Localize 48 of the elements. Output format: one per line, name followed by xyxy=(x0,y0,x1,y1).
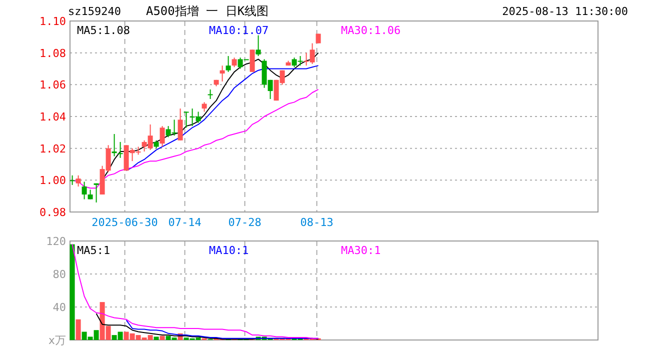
candlestick xyxy=(220,65,225,82)
candlestick xyxy=(316,33,321,44)
candlestick xyxy=(70,174,75,186)
candlestick xyxy=(226,56,231,72)
x-tick-label: 07-14 xyxy=(168,216,202,229)
x-tick-label: 08-13 xyxy=(300,216,334,229)
bar xyxy=(70,244,75,340)
candlestick xyxy=(76,174,81,188)
candlestick xyxy=(82,181,87,200)
candlestick xyxy=(184,111,189,128)
line-series xyxy=(126,65,319,172)
x-tick-label: 2025-06-30 xyxy=(92,216,158,229)
text: MA5:1 xyxy=(77,244,110,257)
y-tick-label: x万 xyxy=(48,334,66,347)
candlestick xyxy=(112,134,117,157)
text: sz159240 xyxy=(68,5,121,18)
text: MA10:1.07 xyxy=(209,24,269,37)
y-tick-label: 1.02 xyxy=(40,142,66,156)
text: MA5:1.08 xyxy=(77,24,130,37)
y-tick-label: 80 xyxy=(52,268,66,281)
text: MA30:1 xyxy=(341,244,381,257)
text: MA10:1 xyxy=(209,244,249,257)
candlestick xyxy=(208,88,213,100)
candlestick xyxy=(160,126,165,148)
y-tick-label: 1.04 xyxy=(40,110,66,124)
candlestick xyxy=(94,182,99,203)
candlestick xyxy=(88,189,93,200)
candlestick xyxy=(250,49,255,72)
chart-title: A500指增 一 日K线图 xyxy=(146,4,269,18)
bar xyxy=(154,336,159,340)
x-tick-label: 07-28 xyxy=(228,216,262,229)
candlestick xyxy=(256,34,261,57)
y-tick-label: 1.08 xyxy=(40,46,66,60)
y-tick-label: 40 xyxy=(52,301,66,314)
y-tick-label: 1.10 xyxy=(40,15,66,28)
text: 2025-08-13 11:30:00 xyxy=(502,5,628,18)
bar xyxy=(76,319,81,340)
y-tick-label: 120 xyxy=(46,235,66,248)
candlestick xyxy=(118,141,123,158)
bar xyxy=(160,336,165,340)
line-series xyxy=(72,244,319,339)
text: MA30:1.06 xyxy=(341,24,401,37)
y-tick-label: 1.00 xyxy=(40,174,66,188)
candlestick xyxy=(178,108,183,141)
candlestick xyxy=(202,102,207,112)
y-tick-label: 1.06 xyxy=(40,78,66,92)
candlestick xyxy=(232,57,237,68)
y-tick-label: 0.98 xyxy=(40,206,66,219)
